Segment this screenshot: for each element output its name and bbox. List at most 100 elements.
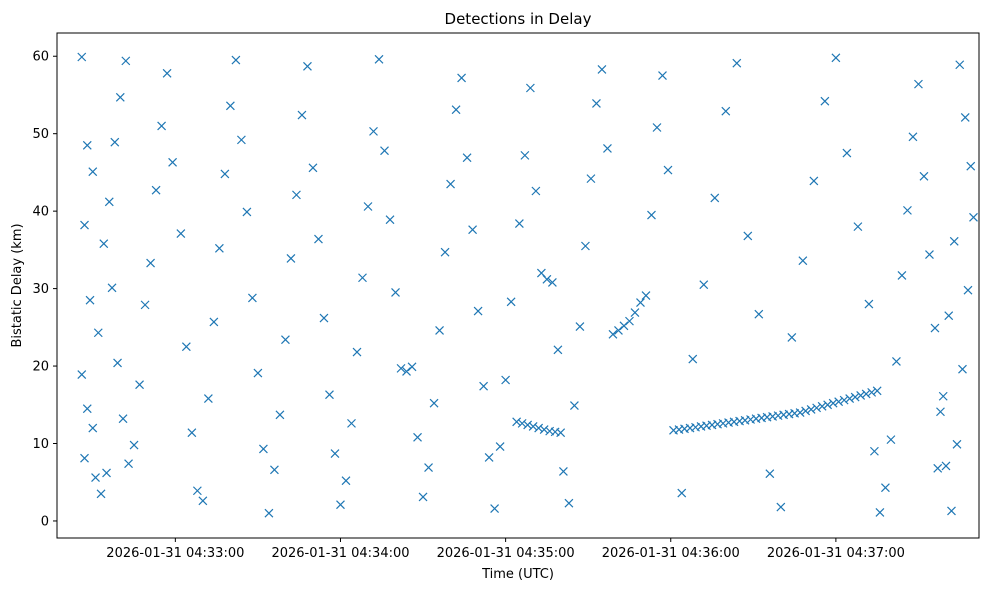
- data-point: [429, 398, 439, 408]
- data-point: [107, 283, 117, 293]
- data-point: [407, 362, 417, 372]
- data-point: [908, 132, 918, 142]
- data-point: [663, 165, 673, 175]
- data-point: [636, 298, 645, 307]
- data-point: [77, 370, 87, 379]
- data-point: [880, 483, 890, 493]
- data-point: [944, 311, 954, 321]
- y-tick-label: 40: [32, 205, 49, 220]
- data-point: [608, 329, 618, 339]
- data-point: [440, 247, 450, 257]
- x-tick-label: 2026-01-31 04:34:00: [271, 546, 409, 561]
- data-point: [652, 123, 662, 132]
- y-axis-ticks: 0 10 20 30 40 50 60: [32, 50, 57, 529]
- data-point: [517, 418, 527, 428]
- data-point: [875, 508, 885, 517]
- data-point: [253, 368, 263, 378]
- data-point: [732, 58, 742, 68]
- data-point: [506, 297, 516, 307]
- x-axis-ticks: 2026-01-31 04:33:00 2026-01-31 04:34:00 20…: [106, 538, 905, 561]
- data-point: [225, 101, 235, 111]
- data-point: [949, 236, 959, 246]
- data-point: [77, 52, 87, 62]
- data-point: [314, 234, 323, 244]
- data-point: [575, 322, 585, 331]
- data-point: [258, 444, 268, 454]
- data-point: [435, 325, 444, 335]
- data-point: [358, 273, 367, 283]
- data-point: [91, 473, 100, 483]
- data-point: [534, 423, 544, 433]
- data-point: [528, 422, 538, 431]
- data-point: [614, 325, 623, 335]
- data-point: [209, 317, 219, 327]
- data-point: [424, 463, 433, 472]
- data-point: [140, 300, 150, 310]
- data-point: [214, 243, 224, 253]
- data-point: [236, 135, 246, 145]
- data-point: [80, 453, 89, 463]
- data-point: [710, 193, 720, 203]
- data-point: [347, 418, 356, 428]
- data-point: [270, 465, 279, 475]
- data-point: [955, 60, 965, 70]
- data-point: [85, 295, 95, 305]
- data-point: [801, 406, 811, 416]
- data-point: [192, 486, 202, 496]
- data-point: [952, 439, 962, 449]
- data-point: [743, 231, 753, 241]
- data-point: [104, 197, 114, 207]
- data-point: [525, 83, 535, 93]
- x-tick-label: 2026-01-31 04:33:00: [106, 546, 244, 561]
- data-point: [242, 207, 252, 217]
- data-point: [966, 161, 976, 171]
- data-point: [385, 215, 395, 225]
- data-point: [556, 428, 566, 438]
- data-point: [963, 285, 973, 295]
- data-point: [869, 446, 879, 456]
- y-tick-label: 60: [32, 50, 49, 65]
- data-point: [856, 391, 866, 400]
- y-tick-label: 10: [32, 437, 49, 452]
- data-point: [630, 308, 640, 318]
- x-axis-label: Time (UTC): [481, 567, 554, 582]
- data-point: [886, 435, 896, 445]
- data-markers: [77, 52, 978, 518]
- data-point: [831, 53, 841, 63]
- data-point: [817, 401, 827, 411]
- y-tick-label: 20: [32, 360, 49, 375]
- data-point: [88, 167, 98, 177]
- data-point: [586, 174, 596, 184]
- data-point: [391, 288, 400, 297]
- data-point: [581, 241, 590, 251]
- data-point: [958, 364, 967, 374]
- data-point: [96, 489, 106, 499]
- data-point: [118, 414, 128, 424]
- data-point: [135, 380, 144, 390]
- data-point: [330, 449, 340, 458]
- data-point: [462, 153, 472, 163]
- data-point: [80, 220, 89, 230]
- data-point: [275, 410, 285, 420]
- data-point: [592, 99, 601, 108]
- data-point: [625, 316, 634, 326]
- data-point: [861, 389, 871, 399]
- data-point: [806, 405, 816, 414]
- data-point: [919, 171, 929, 181]
- data-point: [839, 395, 849, 405]
- data-point: [99, 239, 109, 249]
- data-point: [867, 387, 877, 397]
- data-point: [823, 400, 833, 410]
- data-point: [124, 459, 133, 469]
- data-point: [938, 391, 948, 401]
- data-point: [842, 148, 852, 158]
- data-point: [168, 157, 178, 167]
- data-point: [176, 229, 186, 239]
- data-point: [564, 498, 574, 508]
- data-point: [297, 110, 307, 120]
- data-point: [520, 150, 530, 160]
- data-point: [231, 55, 241, 65]
- data-point: [220, 169, 230, 179]
- data-point: [286, 253, 296, 263]
